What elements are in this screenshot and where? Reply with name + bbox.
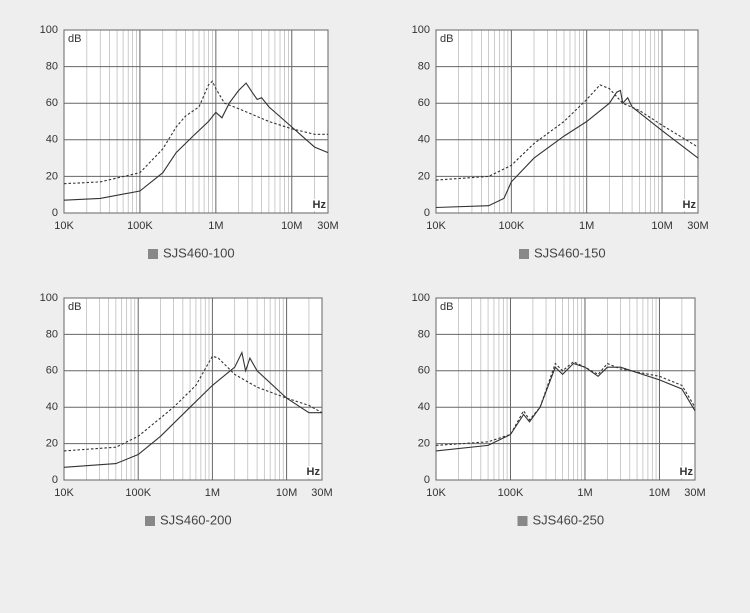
- series-line: [435, 361, 696, 446]
- legend-swatch: [517, 516, 528, 526]
- x-tick-label: 100K: [498, 487, 524, 499]
- y-tick-label: 100: [40, 24, 58, 36]
- x-tick-label: 10M: [649, 487, 670, 499]
- label-bg: [312, 199, 327, 211]
- y-tick-label: 80: [418, 328, 430, 340]
- y-tick-label: 60: [46, 365, 58, 377]
- legend-swatch: [148, 249, 158, 259]
- x-tick-label: 10K: [426, 487, 446, 499]
- y-tick-label: 100: [412, 24, 430, 36]
- x-tick-label: 100K: [125, 487, 151, 499]
- y-axis-label: dB: [440, 33, 453, 45]
- x-tick-label: 30M: [684, 487, 705, 499]
- x-tick-label: 1M: [205, 487, 220, 499]
- y-tick-label: 100: [412, 292, 430, 304]
- caption: SJS460-150: [534, 245, 606, 260]
- chart: 10K 100K 1M 10M 30M 0 20 40 60 80 100 dB Hz SJS460-20…: [40, 292, 333, 528]
- plot-area: [435, 29, 699, 214]
- x-axis-label: Hz: [680, 466, 694, 478]
- label-bg: [679, 466, 694, 478]
- label-bg: [66, 32, 82, 45]
- y-tick-label: 40: [46, 401, 58, 413]
- x-tick-label: 30M: [317, 220, 338, 232]
- x-tick-label: 30M: [687, 220, 708, 232]
- y-tick-label: 20: [46, 170, 58, 182]
- y-tick-label: 60: [418, 97, 430, 109]
- x-tick-label: 10M: [281, 220, 302, 232]
- y-tick-label: 60: [418, 365, 430, 377]
- x-axis-label: Hz: [313, 199, 327, 211]
- y-tick-label: 40: [418, 401, 430, 413]
- y-axis-label: dB: [68, 301, 81, 313]
- x-tick-label: 1M: [579, 220, 594, 232]
- x-tick-label: 1M: [208, 220, 223, 232]
- x-tick-label: 30M: [311, 487, 332, 499]
- y-tick-label: 80: [46, 328, 58, 340]
- y-axis-label: dB: [440, 301, 453, 313]
- label-bg: [438, 300, 454, 313]
- legend-swatch: [519, 249, 529, 259]
- chart: 10K 100K 1M 10M 30M 0 20 40 60 80 100 dB Hz SJS460-15…: [412, 24, 709, 261]
- series-line: [435, 362, 696, 452]
- series-line: [63, 350, 322, 468]
- series-line: [63, 82, 329, 201]
- y-tick-label: 0: [424, 207, 430, 219]
- y-tick-label: 20: [418, 170, 430, 182]
- legend-swatch: [145, 516, 155, 526]
- y-tick-label: 80: [46, 61, 58, 73]
- y-tick-label: 0: [52, 474, 58, 486]
- x-axis-label: Hz: [307, 466, 321, 478]
- caption: SJS460-250: [533, 512, 605, 527]
- label-bg: [438, 32, 454, 45]
- chart: 10K 100K 1M 10M 30M 0 20 40 60 80 100 dB Hz SJS460-25…: [412, 292, 706, 528]
- series-line: [435, 84, 699, 181]
- label-bg: [66, 300, 82, 313]
- chart: 10K 100K 1M 10M 30M 0 20 40 60 80 100 dB Hz SJS460-10…: [40, 24, 339, 261]
- y-tick-label: 20: [46, 438, 58, 450]
- y-tick-label: 0: [424, 474, 430, 486]
- x-tick-label: 10K: [54, 220, 74, 232]
- series-line: [63, 355, 323, 452]
- y-tick-label: 40: [418, 134, 430, 146]
- caption: SJS460-100: [163, 245, 235, 260]
- x-tick-label: 10K: [426, 220, 446, 232]
- y-tick-label: 40: [46, 134, 58, 146]
- y-tick-label: 100: [40, 292, 58, 304]
- plot-area: [63, 29, 329, 214]
- x-tick-label: 100K: [498, 220, 524, 232]
- x-tick-label: 1M: [577, 487, 592, 499]
- y-tick-label: 20: [418, 438, 430, 450]
- label-bg: [306, 466, 321, 478]
- series-line: [63, 80, 328, 185]
- x-axis-label: Hz: [683, 199, 697, 211]
- label-bg: [682, 199, 697, 211]
- y-tick-label: 0: [52, 207, 58, 219]
- x-tick-label: 10M: [276, 487, 297, 499]
- x-tick-label: 100K: [127, 220, 153, 232]
- y-axis-label: dB: [68, 33, 81, 45]
- caption: SJS460-200: [160, 512, 232, 527]
- y-tick-label: 80: [418, 61, 430, 73]
- y-tick-label: 60: [46, 97, 58, 109]
- x-tick-label: 10K: [54, 487, 74, 499]
- series-line: [435, 89, 699, 209]
- x-tick-label: 10M: [651, 220, 672, 232]
